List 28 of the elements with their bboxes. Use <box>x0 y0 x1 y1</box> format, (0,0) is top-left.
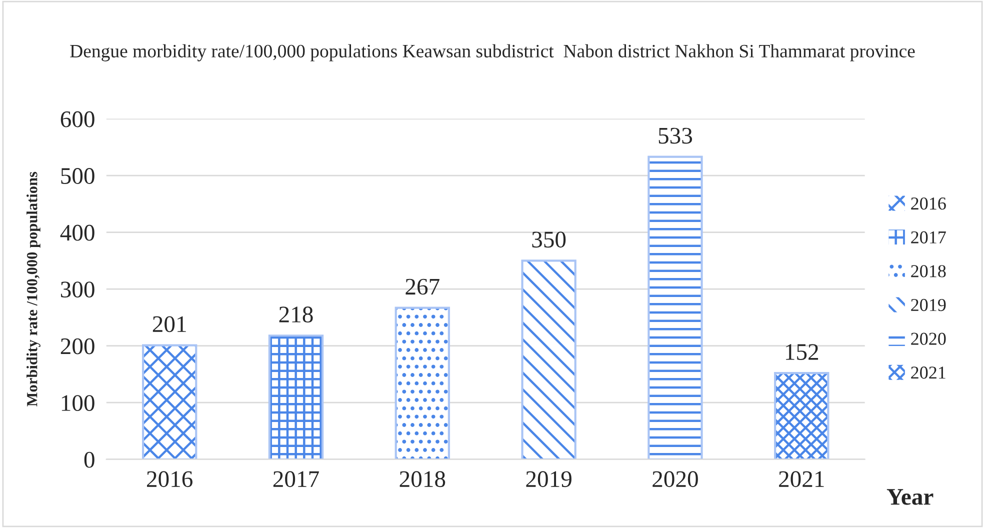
x-tick-label: 2020 <box>652 471 698 488</box>
y-tick-label: 500 <box>61 168 94 184</box>
x-tick-label: 2017 <box>273 471 319 488</box>
legend-label: 2019 <box>911 298 946 312</box>
legend-label: 2016 <box>911 197 946 210</box>
data-label: 350 <box>532 232 566 248</box>
y-tick-label: 100 <box>62 395 94 412</box>
y-tick-label: 400 <box>60 224 94 241</box>
x-tick-label: 2016 <box>147 471 192 488</box>
data-label: 201 <box>152 316 186 332</box>
legend-label: 2020 <box>911 332 946 345</box>
x-tick-label: 2019 <box>526 471 572 488</box>
y-axis-title: Morbidity rate /100,000 populations <box>26 172 40 406</box>
data-label: 152 <box>786 344 818 360</box>
y-tick-label: 200 <box>60 338 94 354</box>
y-tick-label: 300 <box>60 282 94 298</box>
y-tick-label: 600 <box>60 111 94 128</box>
x-axis-title: Year <box>886 489 934 505</box>
x-tick-label: 2021 <box>779 471 824 488</box>
x-tick-label: 2018 <box>400 471 446 488</box>
data-label: 218 <box>279 306 313 322</box>
data-label: 533 <box>658 128 692 144</box>
legend-label: 2018 <box>911 265 946 278</box>
legend-label: 2017 <box>911 231 946 244</box>
y-tick-label: 0 <box>84 452 94 468</box>
chart-title: Dengue morbidity rate/100,000 populations Keawsan subdistrict Nabon district Nakhon Si Thammarat province <box>70 44 915 62</box>
data-label: 267 <box>406 278 440 295</box>
legend-label: 2021 <box>911 366 946 379</box>
